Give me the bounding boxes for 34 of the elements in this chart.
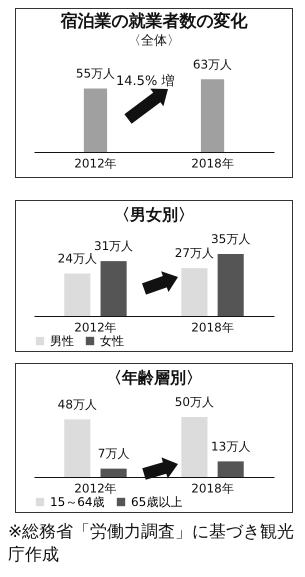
x-tick-label: 2012年: [74, 482, 117, 496]
legend-label: 女性: [100, 334, 124, 348]
data-label: 13万人: [211, 439, 250, 454]
text: ※総務省「労働力調査」に基づき観光庁作成: [8, 521, 296, 567]
data-label: 55万人: [76, 66, 116, 81]
bar: [218, 461, 244, 477]
annotation: 14.5% 増: [116, 72, 174, 90]
data-label: 50万人: [174, 395, 214, 409]
x-tick-label: 2012年: [74, 156, 117, 170]
data-label: 48万人: [58, 397, 97, 412]
data-label: 7万人: [98, 446, 130, 461]
data-label: 63万人: [192, 57, 232, 72]
chart-subtitle: 〈全体〉: [128, 33, 180, 48]
chart-title: 〈男女別〉: [114, 205, 194, 224]
bar: [100, 261, 127, 316]
x-tick-label: 2018年: [191, 156, 234, 170]
bar: [64, 273, 90, 316]
bar: [181, 268, 208, 316]
data-label: 31万人: [94, 239, 134, 254]
x-tick-label: 2018年: [191, 320, 234, 334]
bar: [64, 419, 90, 477]
x-tick-label: 2012年: [74, 320, 117, 334]
data-label: 35万人: [211, 232, 250, 246]
data-label: 24万人: [58, 251, 97, 266]
chart-title: 〈年齢層別〉: [106, 368, 202, 387]
legend-label: 15～64歳: [50, 495, 105, 509]
bar: [218, 254, 244, 316]
legend-label: 男性: [50, 334, 74, 348]
bar: [100, 468, 127, 477]
data-label: 27万人: [174, 246, 214, 260]
x-tick-label: 2018年: [191, 482, 234, 496]
bar: [181, 417, 208, 477]
legend-label: 65歳以上: [131, 495, 182, 509]
chart-title: 宿泊業の就業者数の変化: [60, 11, 248, 32]
